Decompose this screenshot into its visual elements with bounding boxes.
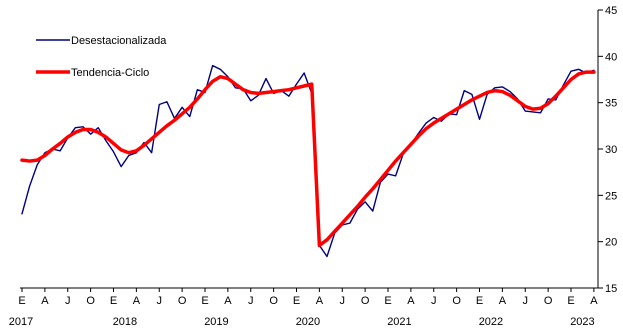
x-month-label: J — [65, 295, 71, 307]
y-tick-label: 35 — [605, 98, 617, 110]
x-year-label: 2023 — [570, 316, 594, 328]
x-month-label: A — [590, 295, 598, 307]
x-month-label: E — [476, 295, 483, 307]
x-month-label: J — [431, 295, 437, 307]
x-month-label: E — [567, 295, 574, 307]
y-tick-label: 30 — [605, 144, 617, 156]
x-month-label: O — [452, 295, 461, 307]
x-month-label: E — [18, 295, 25, 307]
x-month-label: E — [293, 295, 300, 307]
x-month-label: J — [523, 295, 529, 307]
x-month-label: A — [407, 295, 415, 307]
x-year-label: 2018 — [113, 316, 137, 328]
x-month-label: A — [316, 295, 324, 307]
x-month-label: A — [41, 295, 49, 307]
x-year-label: 2020 — [296, 316, 320, 328]
x-month-label: O — [86, 295, 95, 307]
x-month-label: A — [499, 295, 507, 307]
x-month-label: J — [157, 295, 163, 307]
x-month-label: E — [384, 295, 391, 307]
legend: Desestacionalizada Tendencia-Ciclo — [36, 35, 167, 79]
y-tick-label: 25 — [605, 190, 617, 202]
x-year-label: 2021 — [387, 316, 411, 328]
series-line-desestacionalizada — [21, 64, 595, 258]
x-month-label: O — [544, 295, 553, 307]
axis-layer: 15 20 25 30 35 40 45 E A J O E A J O E A J O E A J O E A J O E A J O E A… — [9, 5, 617, 328]
x-year-label: 2017 — [9, 316, 33, 328]
x-month-label: J — [340, 295, 346, 307]
x-month-label: J — [248, 295, 254, 307]
x-month-label: A — [224, 295, 232, 307]
x-year-label: 2019 — [204, 316, 228, 328]
y-tick-label: 20 — [605, 237, 617, 249]
y-tick-label: 40 — [605, 51, 617, 63]
series-layer — [20, 64, 596, 258]
y-tick-label: 45 — [605, 5, 617, 17]
x-month-label: O — [361, 295, 370, 307]
x-month-label: E — [110, 295, 117, 307]
x-year-label: 2022 — [479, 316, 503, 328]
x-month-label: O — [178, 295, 187, 307]
y-tick-label: 15 — [605, 283, 617, 295]
x-month-label: A — [133, 295, 141, 307]
x-month-label: O — [269, 295, 278, 307]
x-month-label: E — [201, 295, 208, 307]
series-line-tendencia-ciclo — [20, 70, 596, 248]
legend-label-tendencia-ciclo: Tendencia-Ciclo — [71, 67, 149, 79]
legend-label-desestacionalizada: Desestacionalizada — [71, 35, 167, 47]
